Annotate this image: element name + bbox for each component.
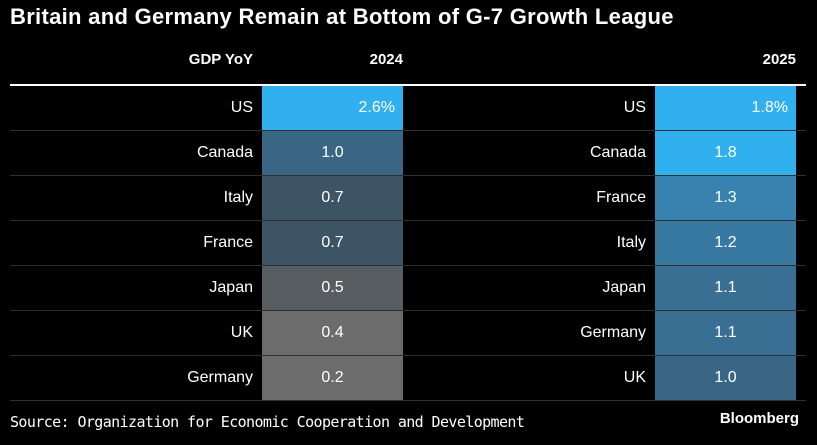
table-row: Canada 1.0 Canada 1.8 <box>10 131 806 176</box>
table-row: France 0.7 Italy 1.2 <box>10 221 806 266</box>
row-divider <box>10 175 806 176</box>
value-cell-2025: 1.0 <box>655 356 796 400</box>
value-label-2025: 1.1 <box>714 324 737 341</box>
source-note: Source: Organization for Economic Cooper… <box>10 413 525 431</box>
country-label-2024: US <box>230 99 253 116</box>
value-cell-2024: 1.0 <box>262 131 403 175</box>
country-label-2024: Germany <box>187 369 253 386</box>
value-cell-2024: 0.7 <box>262 176 403 220</box>
row-divider <box>10 220 806 221</box>
country-label-2025: US <box>623 99 646 116</box>
country-label-2024: Italy <box>223 189 253 206</box>
row-divider <box>10 265 806 266</box>
bloomberg-logo: Bloomberg <box>719 410 799 427</box>
chart-title: Britain and Germany Remain at Bottom of … <box>10 4 674 29</box>
country-label-2024: UK <box>230 324 253 341</box>
value-label-2024: 0.7 <box>321 189 344 206</box>
value-label-2024: 2.6% <box>358 99 395 116</box>
value-label-2025: 1.8 <box>714 144 737 161</box>
column-header-2024: 2024 <box>369 51 403 68</box>
header-rule <box>10 84 806 86</box>
value-label-2025: 1.8% <box>751 99 788 116</box>
value-cell-2025: 1.2 <box>655 221 796 265</box>
country-label-2024: Japan <box>209 279 253 296</box>
value-label-2024: 1.0 <box>321 144 344 161</box>
value-label-2025: 1.3 <box>714 189 737 206</box>
country-label-2025: Canada <box>589 144 646 161</box>
country-label-2024: Canada <box>196 144 253 161</box>
value-label-2024: 0.7 <box>321 234 344 251</box>
value-label-2024: 0.2 <box>321 369 344 386</box>
row-divider <box>10 400 806 401</box>
value-cell-2025: 1.3 <box>655 176 796 220</box>
value-cell-2024: 0.4 <box>262 311 403 355</box>
row-divider <box>10 310 806 311</box>
row-divider <box>10 130 806 131</box>
table-row: Italy 0.7 France 1.3 <box>10 176 806 221</box>
value-cell-2024: 0.2 <box>262 356 403 400</box>
column-header-gdp-yoy: GDP YoY <box>188 51 253 68</box>
value-cell-2025: 1.8% <box>655 86 796 130</box>
table-row: US 2.6% US 1.8% <box>10 86 806 131</box>
value-cell-2025: 1.1 <box>655 266 796 310</box>
country-label-2025: Japan <box>602 279 646 296</box>
table-row: Germany 0.2 UK 1.0 <box>10 356 806 401</box>
value-cell-2025: 1.8 <box>655 131 796 175</box>
column-header-2025: 2025 <box>762 51 796 68</box>
country-label-2025: France <box>596 189 646 206</box>
value-cell-2025: 1.1 <box>655 311 796 355</box>
value-cell-2024: 2.6% <box>262 86 403 130</box>
value-label-2024: 0.5 <box>321 279 344 296</box>
table-row: Japan 0.5 Japan 1.1 <box>10 266 806 311</box>
value-cell-2024: 0.7 <box>262 221 403 265</box>
country-label-2024: France <box>203 234 253 251</box>
value-label-2025: 1.2 <box>714 234 737 251</box>
value-label-2024: 0.4 <box>321 324 344 341</box>
value-label-2025: 1.0 <box>714 369 737 386</box>
value-cell-2024: 0.5 <box>262 266 403 310</box>
value-label-2025: 1.1 <box>714 279 737 296</box>
table-row: UK 0.4 Germany 1.1 <box>10 311 806 356</box>
country-label-2025: UK <box>623 369 646 386</box>
country-label-2025: Germany <box>580 324 646 341</box>
row-divider <box>10 355 806 356</box>
country-label-2025: Italy <box>616 234 646 251</box>
